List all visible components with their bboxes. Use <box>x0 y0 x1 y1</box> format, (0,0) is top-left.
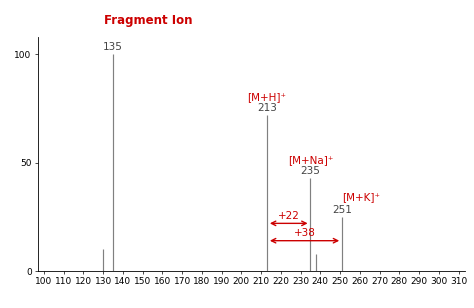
Text: 235: 235 <box>301 166 320 176</box>
Text: +22: +22 <box>278 211 300 221</box>
Text: [M+K]⁺: [M+K]⁺ <box>342 192 380 202</box>
Text: [M+H]⁺: [M+H]⁺ <box>247 92 286 102</box>
Text: Fragment Ion: Fragment Ion <box>104 14 193 27</box>
Text: 251: 251 <box>332 205 352 215</box>
Text: [M+Na]⁺: [M+Na]⁺ <box>288 155 333 165</box>
Text: 135: 135 <box>103 42 123 52</box>
Text: 213: 213 <box>257 103 277 113</box>
Text: +38: +38 <box>293 228 316 238</box>
